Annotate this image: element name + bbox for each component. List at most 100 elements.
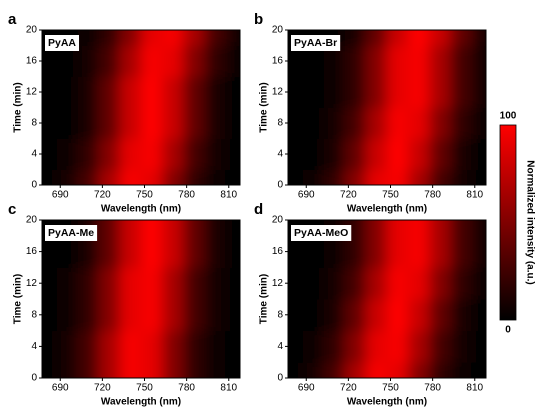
- heatmap-cell: [225, 220, 240, 237]
- heatmap-cell: [141, 267, 163, 300]
- inset-label-bg: [45, 35, 80, 51]
- x-tick-label: 810: [220, 383, 237, 394]
- heatmap-cell: [162, 76, 184, 108]
- y-tick-label: 20: [272, 215, 284, 226]
- heatmap-cell: [344, 76, 367, 108]
- heatmap-cell: [141, 362, 163, 378]
- heatmap-cell: [56, 330, 79, 363]
- heatmap-cell: [183, 169, 205, 185]
- plot-frame: [287, 29, 487, 186]
- heatmap-cell: [302, 169, 325, 185]
- heatmap-cell: [204, 138, 226, 170]
- heatmap-cell: [77, 362, 100, 378]
- heatmap-cell: [323, 107, 346, 139]
- heatmap-cell: [98, 235, 121, 268]
- heatmap-cell: [344, 45, 367, 77]
- heatmap-cell: [162, 45, 184, 77]
- heatmap-cell: [344, 299, 367, 332]
- heatmap-cell: [387, 235, 409, 268]
- heatmap-cell: [450, 220, 472, 237]
- heatmap-cell: [387, 30, 409, 46]
- heatmap-cell: [344, 235, 367, 268]
- heatmap-cell: [119, 362, 142, 378]
- heatmap-cell: [365, 138, 388, 170]
- heatmap-cell: [204, 235, 226, 268]
- heatmap-clip: [288, 220, 486, 378]
- heatmap-cell: [225, 235, 240, 268]
- x-tick-label: 690: [298, 190, 315, 201]
- heatmap-cell: [288, 267, 304, 300]
- heatmap-cell: [119, 138, 142, 170]
- heatmap-cell: [450, 138, 472, 170]
- y-tick-label: 4: [277, 341, 283, 352]
- heatmap-cell: [302, 107, 325, 139]
- heatmap-cell: [98, 299, 121, 332]
- heatmap-cell: [344, 138, 367, 170]
- heatmap-cell: [225, 330, 240, 363]
- heatmap-cell: [471, 299, 486, 332]
- heatmap-cell: [429, 299, 451, 332]
- heatmap-cell: [162, 299, 184, 332]
- y-tick-label: 16: [272, 56, 284, 67]
- x-tick-label: 750: [382, 190, 399, 201]
- heatmap-cell: [162, 235, 184, 268]
- heatmap-cell: [141, 76, 163, 108]
- heatmap-cell: [56, 299, 79, 332]
- y-tick-label: 8: [277, 118, 283, 129]
- colorbar-tick-label: 0: [505, 325, 511, 336]
- heatmap-cell: [387, 107, 409, 139]
- y-tick-label: 0: [31, 373, 37, 384]
- heatmap-cell: [302, 235, 325, 268]
- heatmap-cell: [204, 267, 226, 300]
- heatmap-cell: [98, 267, 121, 300]
- y-tick-label: 20: [26, 215, 38, 226]
- x-tick-label: 780: [424, 383, 441, 394]
- heatmap-cell: [344, 30, 367, 46]
- heatmap-cell: [450, 330, 472, 363]
- heatmap-cell: [77, 30, 100, 46]
- inset-label-bg: [291, 35, 341, 51]
- heatmap-cell: [98, 76, 121, 108]
- heatmap-cell: [408, 362, 430, 378]
- heatmap-cell: [183, 76, 205, 108]
- heatmap-cell: [302, 299, 325, 332]
- heatmap-cell: [302, 330, 325, 363]
- heatmap-cell: [471, 169, 486, 185]
- heatmap-cell: [387, 330, 409, 363]
- x-tick-label: 750: [382, 383, 399, 394]
- heatmap-cell: [204, 30, 226, 46]
- heatmap-cell: [204, 299, 226, 332]
- heatmap-cell: [183, 330, 205, 363]
- heatmap-cell: [225, 169, 240, 185]
- heatmap-cell: [429, 169, 451, 185]
- heatmap-cell: [98, 169, 121, 185]
- y-tick-label: 12: [272, 278, 284, 289]
- x-tick-label: 780: [424, 190, 441, 201]
- x-axis-label: Wavelength (nm): [101, 204, 181, 215]
- heatmap-cell: [365, 267, 388, 300]
- heatmap-cell: [302, 45, 325, 77]
- heatmap-cell: [119, 330, 142, 363]
- heatmap-cell: [288, 76, 304, 108]
- x-tick-label: 750: [136, 383, 153, 394]
- heatmap-cell: [141, 107, 163, 139]
- heatmap-cell: [387, 138, 409, 170]
- heatmap-cell: [323, 169, 346, 185]
- heatmap-cell: [450, 235, 472, 268]
- heatmap-cell: [119, 30, 142, 46]
- heatmap-clip: [42, 220, 240, 378]
- plot-frame: [41, 219, 241, 379]
- heatmap-cell: [56, 362, 79, 378]
- heatmap-cell: [471, 267, 486, 300]
- heatmap-cell: [183, 220, 205, 237]
- x-tick-label: 690: [52, 383, 69, 394]
- heatmap-cell: [204, 169, 226, 185]
- heatmap-cell: [387, 169, 409, 185]
- heatmap-cell: [365, 330, 388, 363]
- heatmap-cells: [288, 30, 486, 185]
- heatmap-cell: [225, 107, 240, 139]
- y-axis-label: Time (min): [259, 82, 270, 132]
- heatmap-cell: [408, 107, 430, 139]
- heatmap-cell: [429, 330, 451, 363]
- heatmap-cell: [56, 107, 79, 139]
